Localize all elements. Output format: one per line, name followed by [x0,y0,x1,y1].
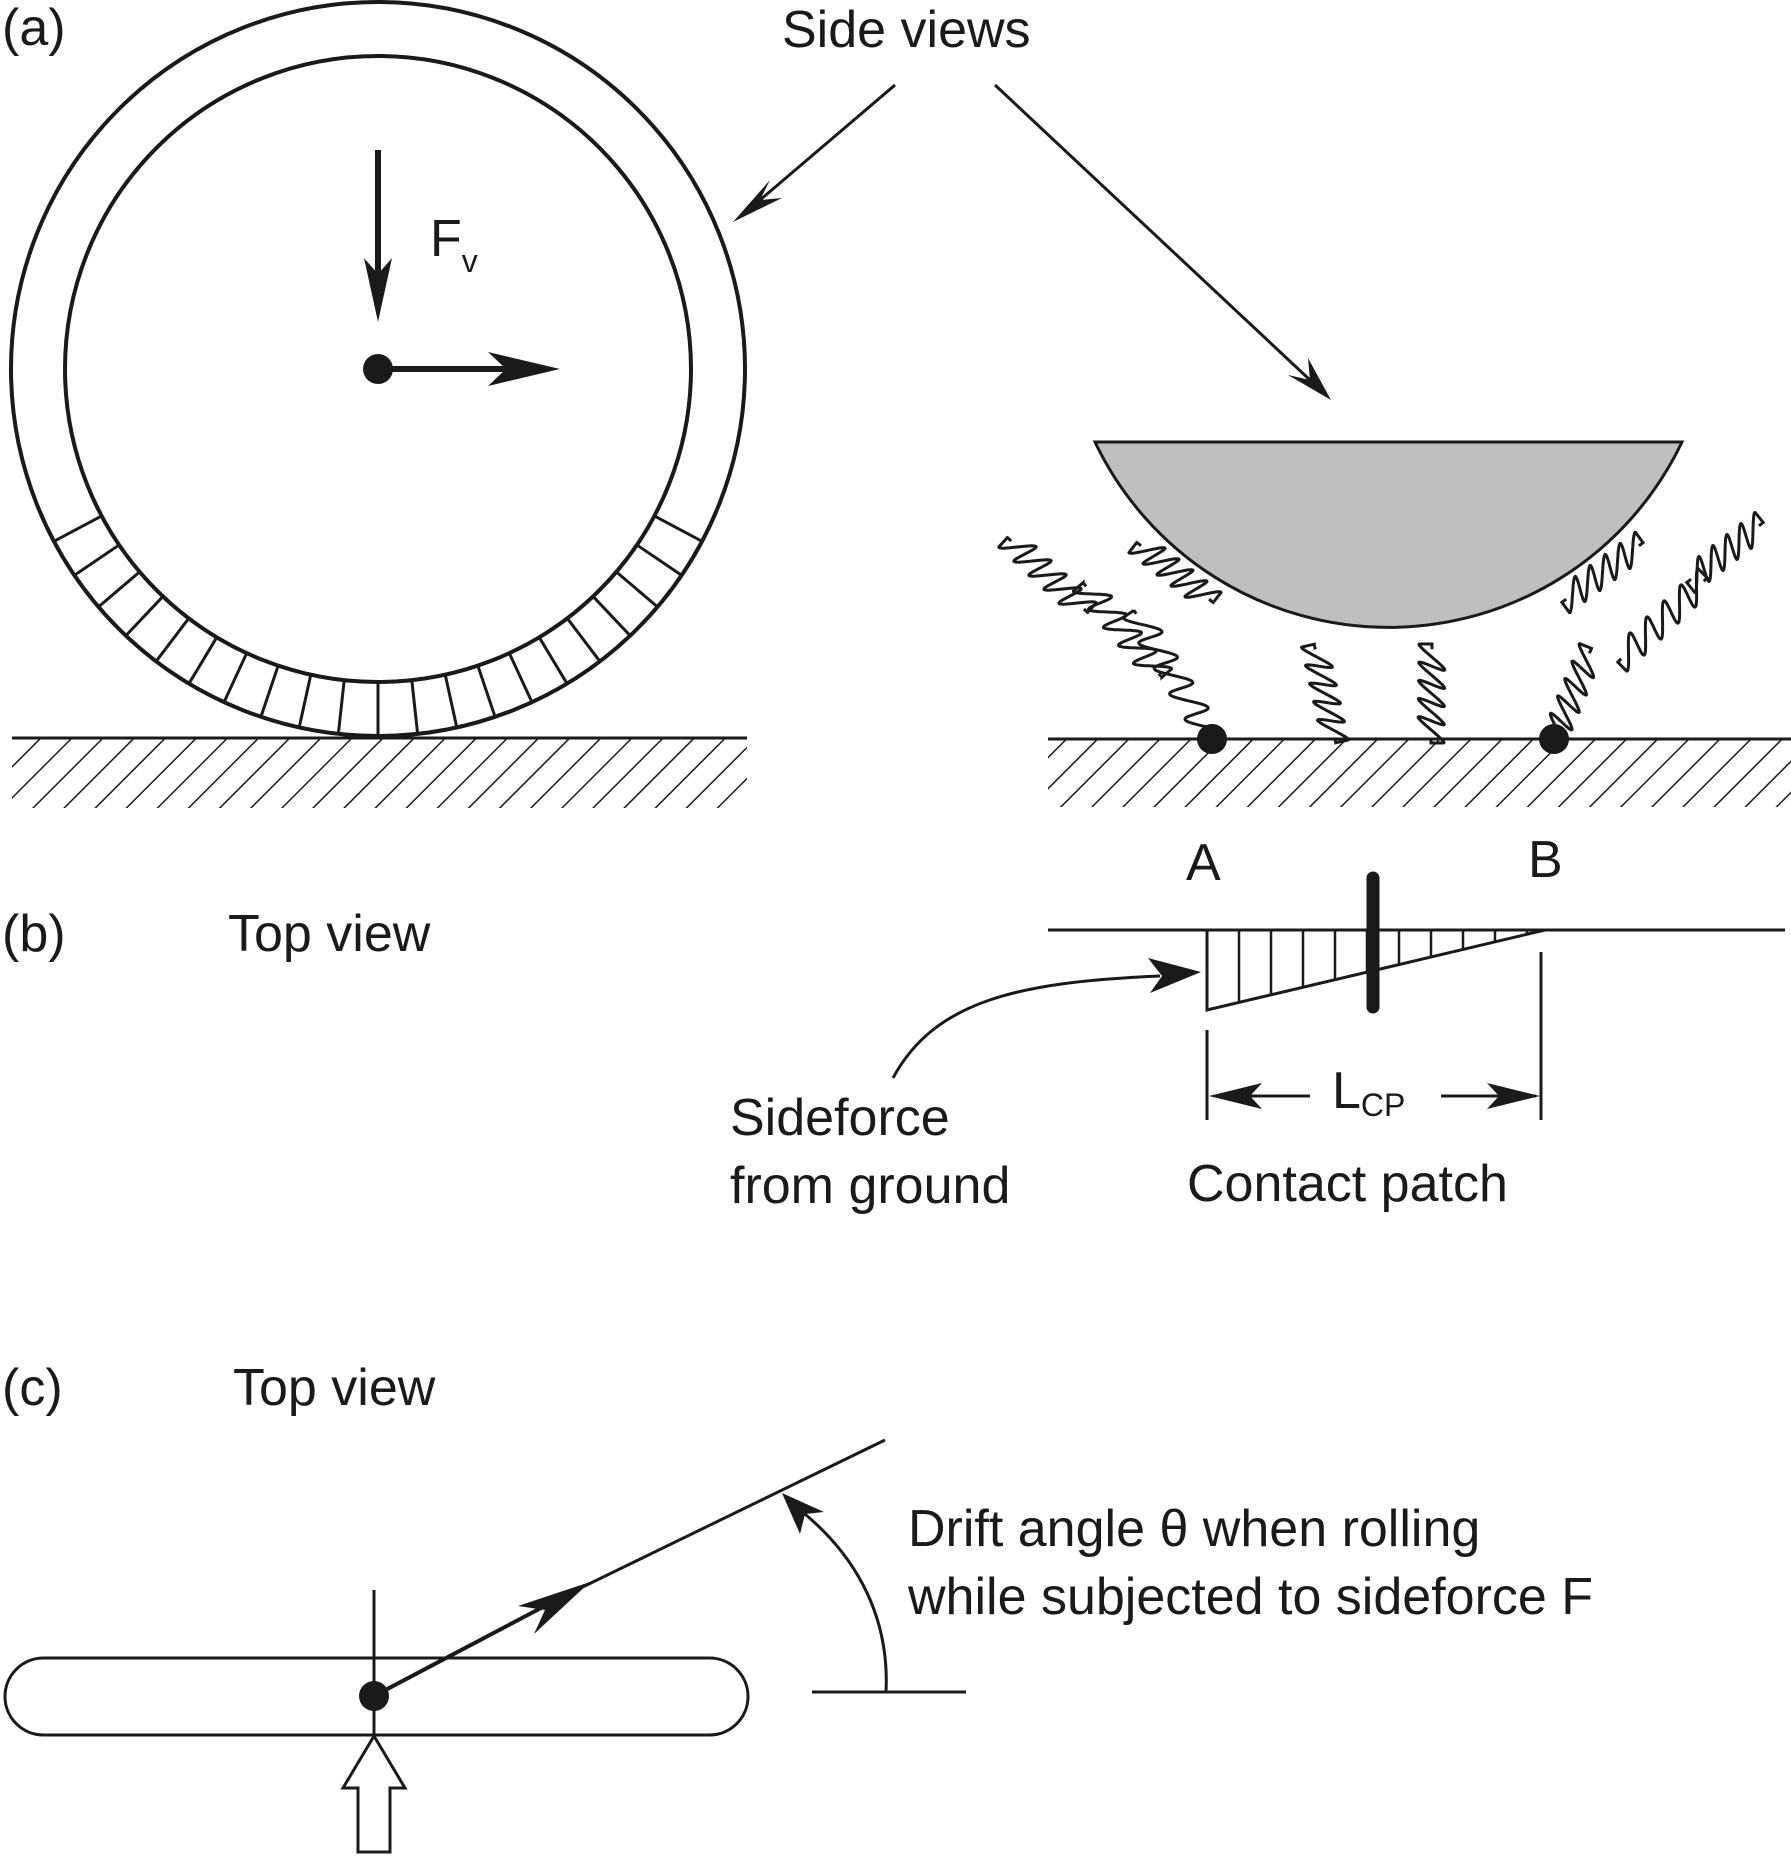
spring-coil [1615,567,1710,673]
drift-angle-arc [782,1493,966,1694]
drift-label-line2: while subjected to sideforce F [907,1568,1593,1626]
panel-b-title: Top view [228,905,431,963]
tread-segment-line [591,595,632,637]
spring-coil [1127,540,1223,605]
contact-patch-dimension [1205,952,1543,1120]
ground-right [1048,737,1791,807]
tread-segment-line [187,636,219,685]
tire-section-with-springs [997,440,1766,754]
tread-segments [53,514,703,736]
tread-segment-line [154,617,190,663]
tread-segment-line [336,680,346,735]
tread-segment-line [222,652,249,703]
tread-segment-line [297,674,313,728]
panel-c-label: (c) [2,1359,63,1417]
tread-segment-line [537,636,569,685]
spring-coil [1071,579,1174,681]
sideforce-distribution [1048,871,1785,1014]
applied-sideforce-arrow [340,1733,408,1854]
tread-segment-line [476,665,497,718]
wheel-side-view [9,0,747,738]
spring-coil [1299,642,1351,745]
drift-label-line1: Drift angle θ when rolling [908,1500,1480,1558]
side-views-pointer-arrows [733,83,1331,400]
tread-segment-line [615,570,659,609]
spring-coil [1548,642,1596,749]
spring-coil [997,535,1098,615]
spring-coil [1121,609,1226,742]
force-fv-label: Fv [430,210,478,279]
ground-left [12,736,747,808]
panel-a-label: (a) [2,0,66,57]
tread-segment-line [653,514,703,543]
spring-coil [1559,531,1646,614]
tread-segment-line [410,680,420,735]
contact-patch-label: Contact patch [1187,1155,1508,1213]
panel-b-label: (b) [2,905,66,963]
tread-segment-line [507,652,534,703]
wheel-top-view [3,1590,750,1737]
sideforce-label-line1: Sideforce [730,1089,950,1147]
tread-segment-line [73,543,120,577]
panel-c-title: Top view [233,1359,436,1417]
point-b-label: B [1528,831,1563,889]
drift-direction-arrow [373,1438,886,1698]
tread-segment-line [259,665,280,718]
tread-segment-line [443,674,459,728]
tread-segment-line [53,514,103,543]
tread-segment-line [124,595,165,637]
rolling-direction-arrow [363,352,560,386]
length-lcp-label: LCP [1332,1062,1405,1123]
point-a-label: A [1186,834,1221,892]
sideforce-pointer-arrow [891,958,1201,1079]
tread-segment-line [97,570,141,609]
spring-elements [997,511,1766,749]
tread-segment-line [636,543,683,577]
spring-coil [1684,511,1766,594]
vertical-force-arrow [364,150,392,322]
tread-segment-line [566,617,602,663]
spring-coil [1416,642,1447,745]
sideforce-label-line2: from ground [730,1157,1010,1215]
side-views-title: Side views [782,1,1031,59]
